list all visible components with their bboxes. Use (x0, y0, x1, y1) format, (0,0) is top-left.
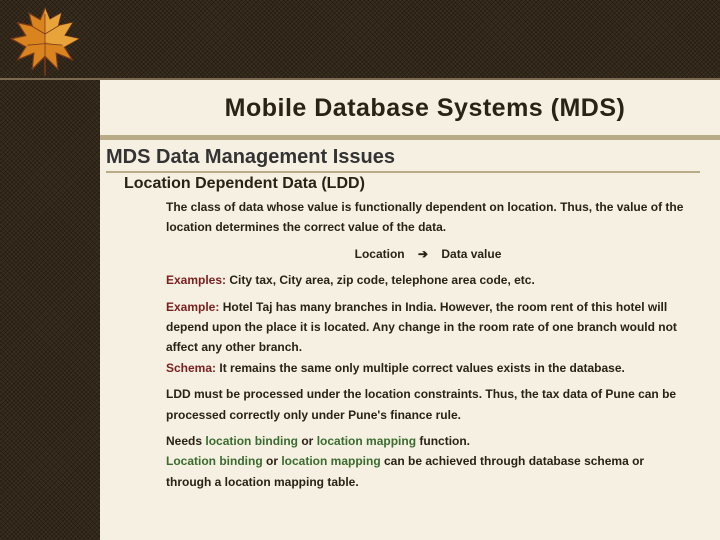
content-area: MDS Data Management Issues Location Depe… (100, 140, 720, 498)
needs-suffix: function. (416, 434, 470, 448)
arrow-icon: ➔ (418, 244, 428, 264)
achieve-mid1: or (263, 454, 282, 468)
ldd-constraint-paragraph: LDD must be processed under the location… (166, 384, 690, 425)
texture-top-band (0, 0, 720, 80)
section-heading: MDS Data Management Issues (106, 146, 700, 173)
needs-prefix: Needs (166, 434, 205, 448)
term-location-mapping-2: location mapping (281, 454, 380, 468)
body-block: The class of data whose value is functio… (166, 197, 690, 492)
needs-mid1: or (298, 434, 317, 448)
slide-title: Mobile Database Systems (MDS) (140, 94, 710, 123)
examples-label: Examples: (166, 273, 226, 287)
schema-text: It remains the same only multiple correc… (216, 361, 625, 375)
example-hotel-text: Hotel Taj has many branches in India. Ho… (166, 300, 677, 355)
term-location-mapping: location mapping (317, 434, 416, 448)
maple-leaf-icon (5, 2, 85, 82)
sub-heading: Location Dependent Data (LDD) (124, 175, 700, 193)
example-label: Example: (166, 300, 219, 314)
term-location-binding: location binding (205, 434, 298, 448)
examples-text: City tax, City area, zip code, telephone… (226, 273, 535, 287)
definition-paragraph: The class of data whose value is functio… (166, 197, 690, 238)
example-hotel-paragraph: Example: Hotel Taj has many branches in … (166, 297, 690, 379)
needs-paragraph: Needs location binding or location mappi… (166, 431, 690, 492)
implication-line: Location ➔ Data value (166, 244, 690, 264)
examples-line: Examples: City tax, City area, zip code,… (166, 270, 690, 290)
term-location-binding-2: Location binding (166, 454, 263, 468)
implication-rhs: Data value (441, 247, 501, 261)
title-band: Mobile Database Systems (MDS) (100, 80, 720, 136)
schema-label: Schema: (166, 361, 216, 375)
implication-lhs: Location (355, 247, 405, 261)
